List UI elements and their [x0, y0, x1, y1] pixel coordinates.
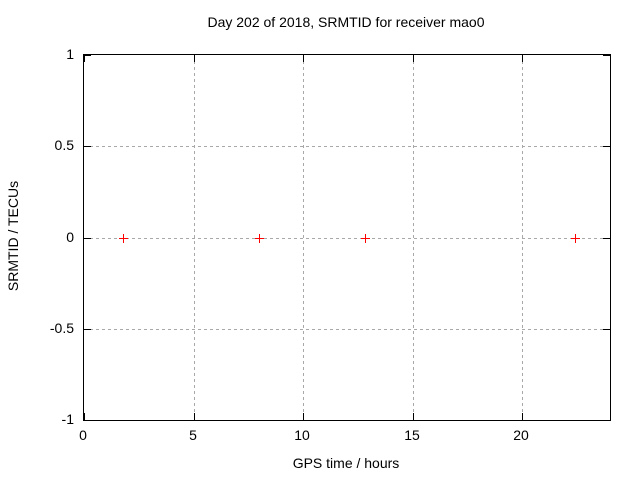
x-tick-label: 15: [404, 427, 420, 443]
grid-line-vertical: [303, 55, 304, 420]
x-tick-bottom: [413, 413, 414, 420]
grid-line-vertical: [194, 55, 195, 420]
data-point-marker: [119, 234, 128, 243]
y-tick-label: -1: [61, 411, 74, 427]
plot-area: [83, 54, 611, 421]
y-tick-left: [84, 420, 91, 421]
y-tick-right: [603, 55, 610, 56]
x-tick-top: [413, 55, 414, 62]
y-tick-right: [603, 420, 610, 421]
y-tick-right: [603, 329, 610, 330]
y-tick-left: [84, 238, 91, 239]
y-tick-label: -0.5: [49, 320, 74, 336]
x-tick-top: [84, 55, 85, 62]
x-tick-top: [303, 55, 304, 62]
marker-vertical-stroke: [575, 234, 576, 243]
grid-line-horizontal: [84, 238, 610, 239]
x-tick-top: [522, 55, 523, 62]
marker-vertical-stroke: [259, 234, 260, 243]
y-tick-label: 0.5: [54, 137, 74, 153]
x-axis-label: GPS time / hours: [292, 455, 400, 471]
data-point-marker: [255, 234, 264, 243]
y-tick-label: 0: [66, 229, 74, 245]
grid-line-horizontal: [84, 146, 610, 147]
grid-line-vertical: [413, 55, 414, 420]
y-tick-left: [84, 55, 91, 56]
marker-vertical-stroke: [123, 234, 124, 243]
x-tick-label: 20: [513, 427, 529, 443]
y-tick-left: [84, 146, 91, 147]
marker-vertical-stroke: [365, 234, 366, 243]
data-point-marker: [361, 234, 370, 243]
x-tick-bottom: [303, 413, 304, 420]
x-tick-label: 0: [79, 427, 87, 443]
x-tick-bottom: [522, 413, 523, 420]
grid-line-horizontal: [84, 329, 610, 330]
y-tick-right: [603, 146, 610, 147]
data-point-marker: [571, 234, 580, 243]
grid-line-vertical: [522, 55, 523, 420]
x-tick-label: 5: [189, 427, 197, 443]
x-tick-label: 10: [294, 427, 310, 443]
chart-title: Day 202 of 2018, SRMTID for receiver mao…: [207, 14, 485, 30]
x-tick-top: [194, 55, 195, 62]
y-tick-label: 1: [66, 46, 74, 62]
y-tick-right: [603, 238, 610, 239]
y-tick-left: [84, 329, 91, 330]
x-tick-bottom: [194, 413, 195, 420]
x-tick-bottom: [84, 413, 85, 420]
